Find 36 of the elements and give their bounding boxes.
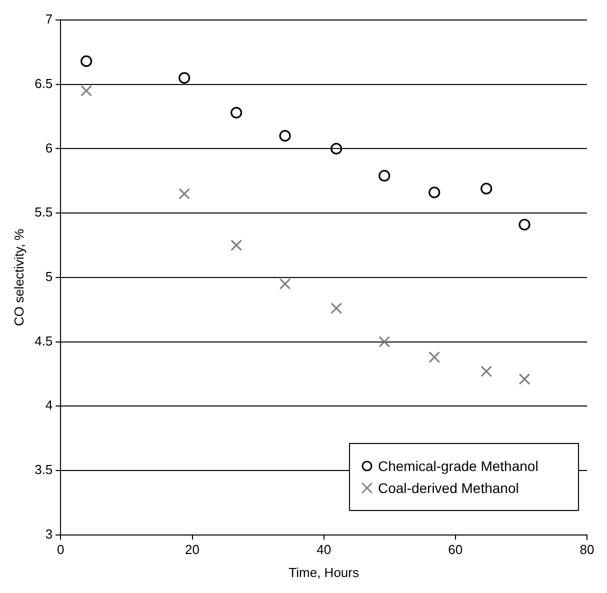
- y-tick-label: 7: [45, 12, 53, 27]
- point: [230, 106, 242, 118]
- x-axis-title: Time, Hours: [288, 564, 360, 580]
- y-tick-label: 6: [45, 140, 53, 156]
- point: [178, 72, 190, 84]
- legend-label: Coal-derived Methanol: [378, 480, 519, 496]
- point: [279, 278, 291, 290]
- y-tick-label: 5: [45, 268, 53, 284]
- y-tick-label: 6.5: [34, 76, 53, 91]
- point: [80, 85, 92, 97]
- x-tick-label: 40: [316, 542, 332, 558]
- point: [178, 188, 190, 200]
- point: [480, 182, 492, 194]
- y-tick-label: 3: [45, 526, 53, 542]
- point: [378, 170, 390, 182]
- point: [428, 186, 440, 198]
- point: [480, 366, 492, 378]
- y-axis-title: CO selectivity, %: [11, 228, 26, 326]
- y-tick-label: 3.5: [34, 462, 53, 478]
- y-tick-label: 5.5: [34, 204, 53, 220]
- point: [80, 55, 92, 67]
- y-tick-label: 4: [45, 398, 53, 413]
- x-tick-label: 80: [580, 542, 594, 558]
- point: [518, 218, 530, 230]
- point: [230, 239, 242, 251]
- y-tick-label: 4.5: [34, 333, 53, 348]
- x-tick-label: 0: [57, 542, 64, 558]
- x-tick-label: 20: [185, 542, 200, 558]
- point: [518, 373, 530, 385]
- point: [378, 336, 390, 348]
- point: [330, 142, 342, 154]
- point: [279, 130, 291, 142]
- x-tick-label: 60: [448, 542, 463, 558]
- legend-label: Chemical-grade Methanol: [378, 458, 538, 474]
- point: [330, 302, 342, 314]
- point: [428, 351, 440, 363]
